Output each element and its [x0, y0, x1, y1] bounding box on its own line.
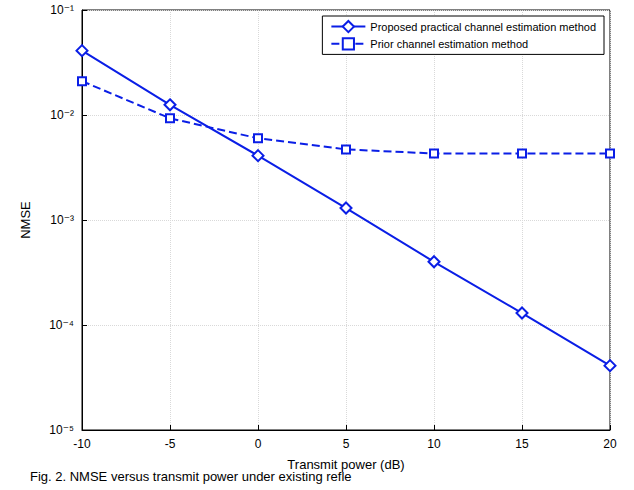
svg-text:10⁻⁵: 10⁻⁵ — [49, 423, 74, 437]
svg-text:10⁻⁴: 10⁻⁴ — [49, 318, 74, 332]
svg-text:-5: -5 — [165, 437, 176, 451]
svg-text:Prior channel estimation metho: Prior channel estimation method — [370, 38, 528, 50]
svg-text:NMSE: NMSE — [18, 201, 33, 239]
svg-text:0: 0 — [255, 437, 262, 451]
svg-text:15: 15 — [515, 437, 529, 451]
svg-text:Proposed practical channel est: Proposed practical channel estimation me… — [370, 21, 596, 33]
svg-text:10⁻¹: 10⁻¹ — [50, 3, 74, 17]
svg-text:10⁻²: 10⁻² — [50, 108, 74, 122]
svg-text:10: 10 — [427, 437, 441, 451]
svg-text:10⁻³: 10⁻³ — [50, 213, 74, 227]
svg-text:Transmit power (dB): Transmit power (dB) — [287, 457, 404, 472]
svg-text:-10: -10 — [73, 437, 91, 451]
svg-text:Fig. 2. NMSE versus transmit p: Fig. 2. NMSE versus transmit power under… — [30, 469, 352, 484]
svg-text:20: 20 — [603, 437, 617, 451]
svg-text:5: 5 — [343, 437, 350, 451]
